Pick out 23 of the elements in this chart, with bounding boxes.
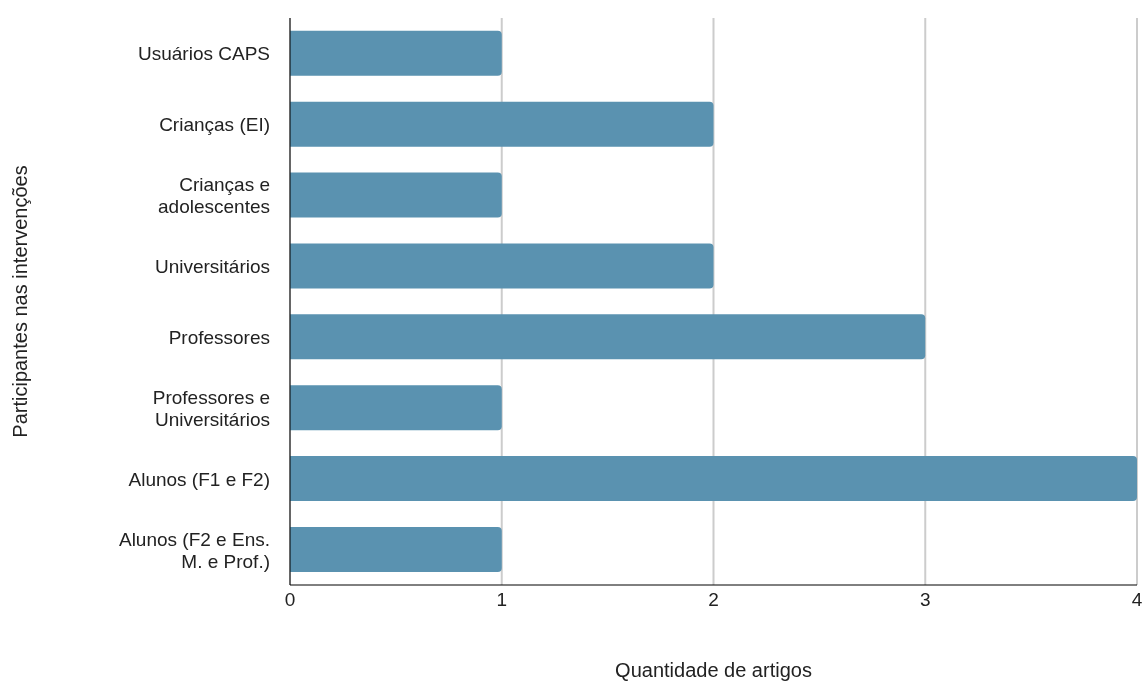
x-tick-label: 3 bbox=[919, 589, 931, 611]
bar bbox=[290, 314, 926, 360]
y-tick-label: Professores e Universitários bbox=[152, 386, 270, 430]
bar bbox=[290, 526, 502, 572]
bar bbox=[290, 243, 714, 289]
bar bbox=[290, 101, 714, 147]
bar bbox=[290, 456, 1137, 502]
y-axis-title: Participantes nas intervenções bbox=[9, 165, 32, 438]
x-tick-label: 0 bbox=[284, 589, 296, 611]
bar bbox=[290, 30, 502, 76]
y-tick-label: Alunos (F2 e Ens. M. e Prof.) bbox=[118, 528, 270, 572]
bar bbox=[290, 172, 502, 218]
y-tick-label: Professores bbox=[168, 326, 270, 348]
y-tick-label: Universitários bbox=[154, 255, 270, 277]
y-tick-label: Crianças e adolescentes bbox=[158, 173, 270, 217]
y-tick-label: Crianças (EI) bbox=[159, 113, 270, 135]
x-tick-label: 1 bbox=[496, 589, 508, 611]
bar bbox=[290, 385, 502, 431]
x-tick-label: 4 bbox=[1131, 589, 1143, 611]
x-tick-label: 2 bbox=[708, 589, 719, 611]
y-tick-label: Usuários CAPS bbox=[138, 42, 270, 64]
y-tick-label: Alunos (F1 e F2) bbox=[128, 468, 270, 490]
x-axis-title: Quantidade de artigos bbox=[615, 659, 812, 681]
